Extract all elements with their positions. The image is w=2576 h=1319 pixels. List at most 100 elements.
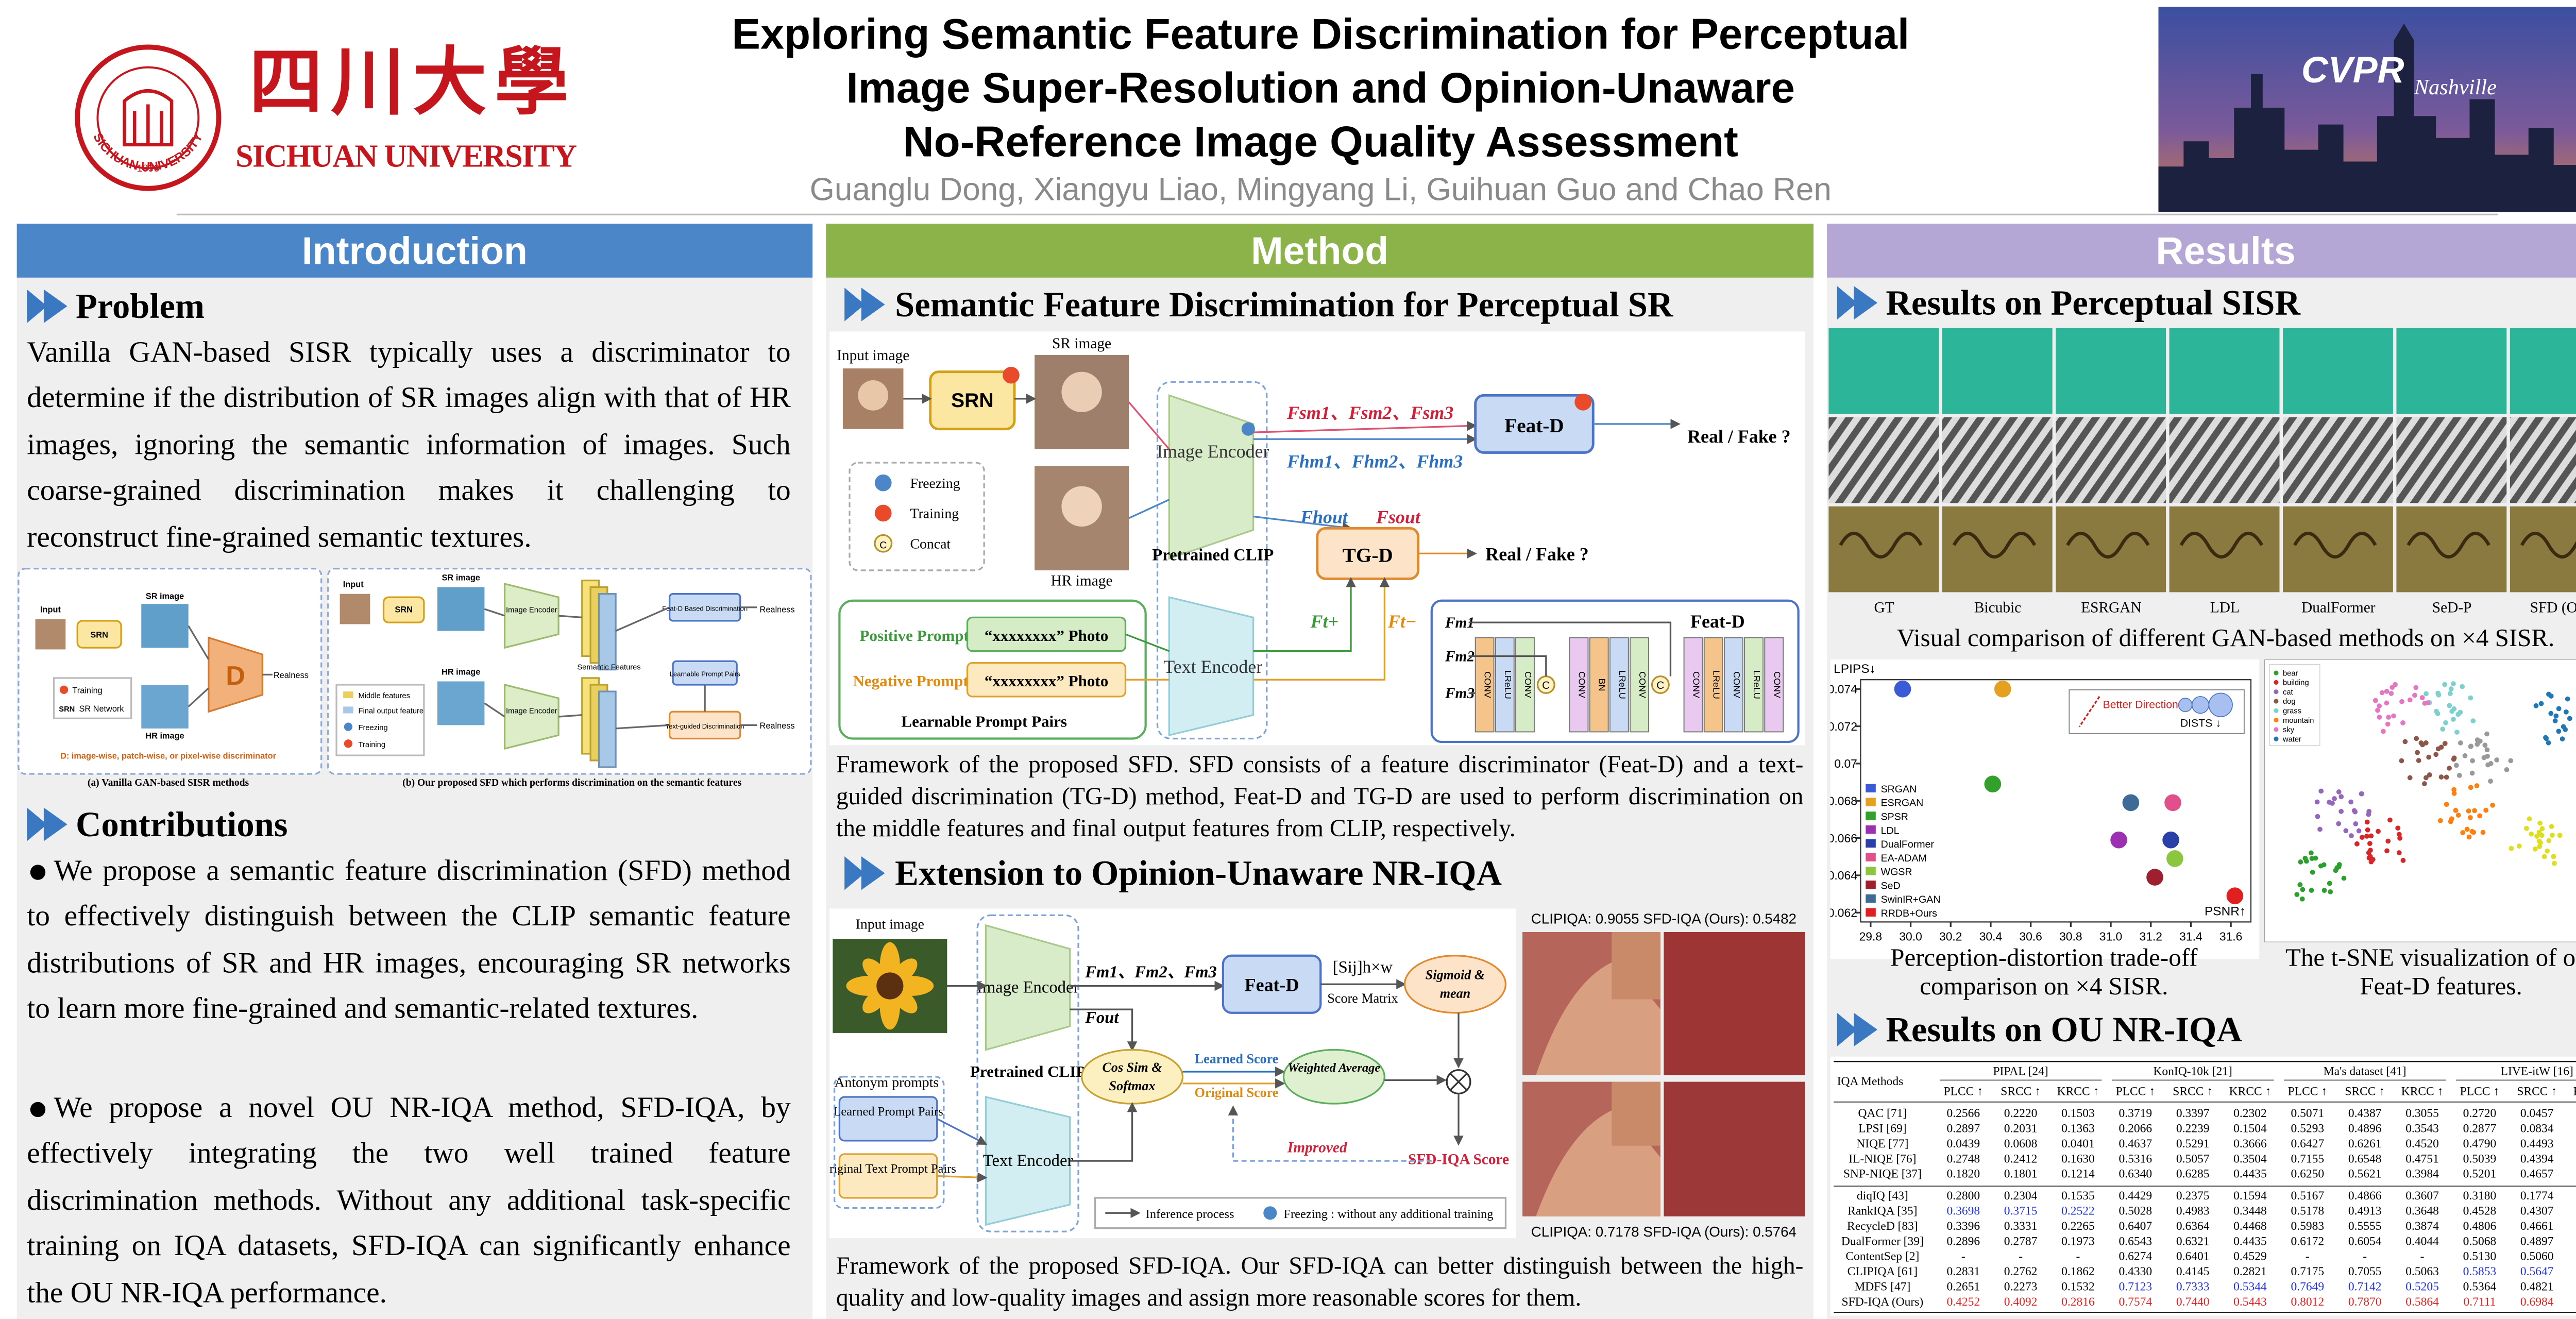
rect [343, 691, 353, 699]
table-cell: 0.2566 [1946, 1107, 1980, 1120]
legend-label: RRDB+Ours [1881, 908, 1938, 919]
tsne-point [2341, 875, 2347, 881]
label: Input [40, 605, 61, 615]
x-tick-label: 30.8 [2059, 929, 2082, 943]
table-cell: 0.6172 [2291, 1235, 2325, 1248]
y-tick-label: 0.066 [1831, 832, 1857, 845]
label: Concat [910, 536, 951, 552]
table-cell: 0.5364 [2463, 1280, 2497, 1293]
label: Image Encoder [506, 707, 557, 715]
comparison-crop [2056, 417, 2166, 503]
table-cell: 0.3984 [2405, 1168, 2439, 1181]
legend-swatch [1866, 825, 1876, 834]
section-heading: Contributions [75, 804, 288, 845]
point [2226, 887, 2244, 905]
legend-label: SwinIR+GAN [1881, 894, 1941, 905]
legend-swatch [1866, 784, 1876, 792]
table-cell: 0.0439 [1946, 1137, 1980, 1151]
comparison-crop [2169, 417, 2280, 503]
point [1894, 680, 1911, 698]
table-cell: 0.5201 [2463, 1168, 2497, 1181]
tsne-point [2469, 828, 2475, 834]
table-cell: 0.2522 [2061, 1205, 2095, 1218]
table-cell: - [2363, 1250, 2367, 1263]
polygon [1837, 286, 1857, 320]
table-cell: 0.2720 [2463, 1107, 2497, 1120]
label: “xxxxxxxx” Photo [985, 627, 1108, 645]
label: Learnable Prompt Pairs [901, 713, 1067, 731]
table-cell: 0.4637 [2119, 1137, 2153, 1151]
table-cell: 0.6054 [2348, 1235, 2382, 1248]
legend-label: grass [2283, 707, 2301, 715]
tsne-point [2424, 691, 2429, 697]
label: TG-D [1343, 545, 1393, 567]
legend-swatch [1866, 908, 1876, 917]
tsne-point [2353, 821, 2359, 826]
tsne-point [2298, 859, 2303, 865]
table-cell: 0.8012 [2291, 1295, 2325, 1309]
plot-frame [1860, 679, 2252, 923]
tsne-point [2327, 881, 2332, 886]
table-cell: 0.4092 [2004, 1295, 2038, 1309]
x-tick-label: 30.0 [1899, 929, 1922, 943]
heading-icon [27, 289, 67, 323]
table-cell: 0.6274 [2119, 1250, 2153, 1263]
tsne-point [2366, 855, 2372, 860]
table-cell: 0.4661 [2520, 1220, 2554, 1233]
label: Input [343, 580, 364, 589]
table-metric: SRCC ↑ [2001, 1085, 2041, 1098]
size-legend-marker [2178, 698, 2193, 713]
circle [858, 380, 889, 411]
label: Ft+ [1310, 611, 1338, 632]
feat-d-block [1475, 637, 1495, 733]
feat-d-block [1703, 637, 1723, 733]
heading-icon [844, 856, 885, 890]
tsne-point [2552, 718, 2558, 723]
tsne-point [2449, 816, 2454, 822]
tsne-point [2294, 892, 2300, 898]
tsne-point [2366, 811, 2371, 817]
tsne-point [2537, 844, 2543, 849]
table-cell: 0.4520 [2405, 1137, 2439, 1151]
polygon [861, 288, 885, 322]
tsne-point [2396, 850, 2402, 855]
intro-figure: Input SRN SR image HR image D Realness T… [18, 568, 812, 788]
figure-caption: Perception-distortion trade-off comparis… [1890, 945, 2198, 1001]
point [2146, 869, 2163, 886]
tsne-point [2415, 750, 2420, 755]
line [1125, 633, 1170, 652]
tsne-point [2482, 742, 2488, 748]
label: Original Score [1195, 1085, 1279, 1100]
table-metric: SRCC ↑ [2345, 1085, 2385, 1098]
table-method: ContentSep [2] [1845, 1250, 1919, 1263]
tsne-point [2389, 685, 2395, 690]
tsne-point [2545, 848, 2550, 854]
label: Fout [1084, 1008, 1119, 1027]
tsne-point [2399, 758, 2404, 764]
logo-en: SICHUAN UNIVERSITY [235, 139, 577, 174]
table-cell: 0.4983 [2176, 1205, 2210, 1218]
table-cell: 0.1532 [2061, 1280, 2095, 1293]
path [1449, 1073, 1468, 1091]
comparison-crop [2510, 506, 2576, 593]
tsne-point [2416, 758, 2421, 763]
tsne-point [2384, 688, 2389, 694]
tsne-point [2436, 692, 2442, 698]
comparison-crop [2396, 417, 2507, 503]
figure-caption: Visual comparison of different GAN-based… [1896, 625, 2555, 653]
tsne-point [2336, 821, 2342, 826]
tsne-point [2402, 739, 2408, 745]
legend-box [2269, 664, 2320, 746]
comparison-label: Bicubic [1974, 600, 2021, 616]
table-cell: 0.4044 [2405, 1235, 2439, 1248]
label: SFD-IQA Score [1408, 1152, 1509, 1168]
tsne-point [2364, 819, 2370, 825]
rect [437, 587, 485, 631]
table-cell: 0.4866 [2348, 1189, 2382, 1203]
label: C [879, 539, 887, 551]
table-cell: 0.2304 [2004, 1189, 2038, 1203]
legend-label: sky [2283, 726, 2295, 734]
point [2166, 850, 2183, 867]
table-cell: 0.2066 [2119, 1122, 2153, 1136]
seal-ring [75, 44, 222, 191]
